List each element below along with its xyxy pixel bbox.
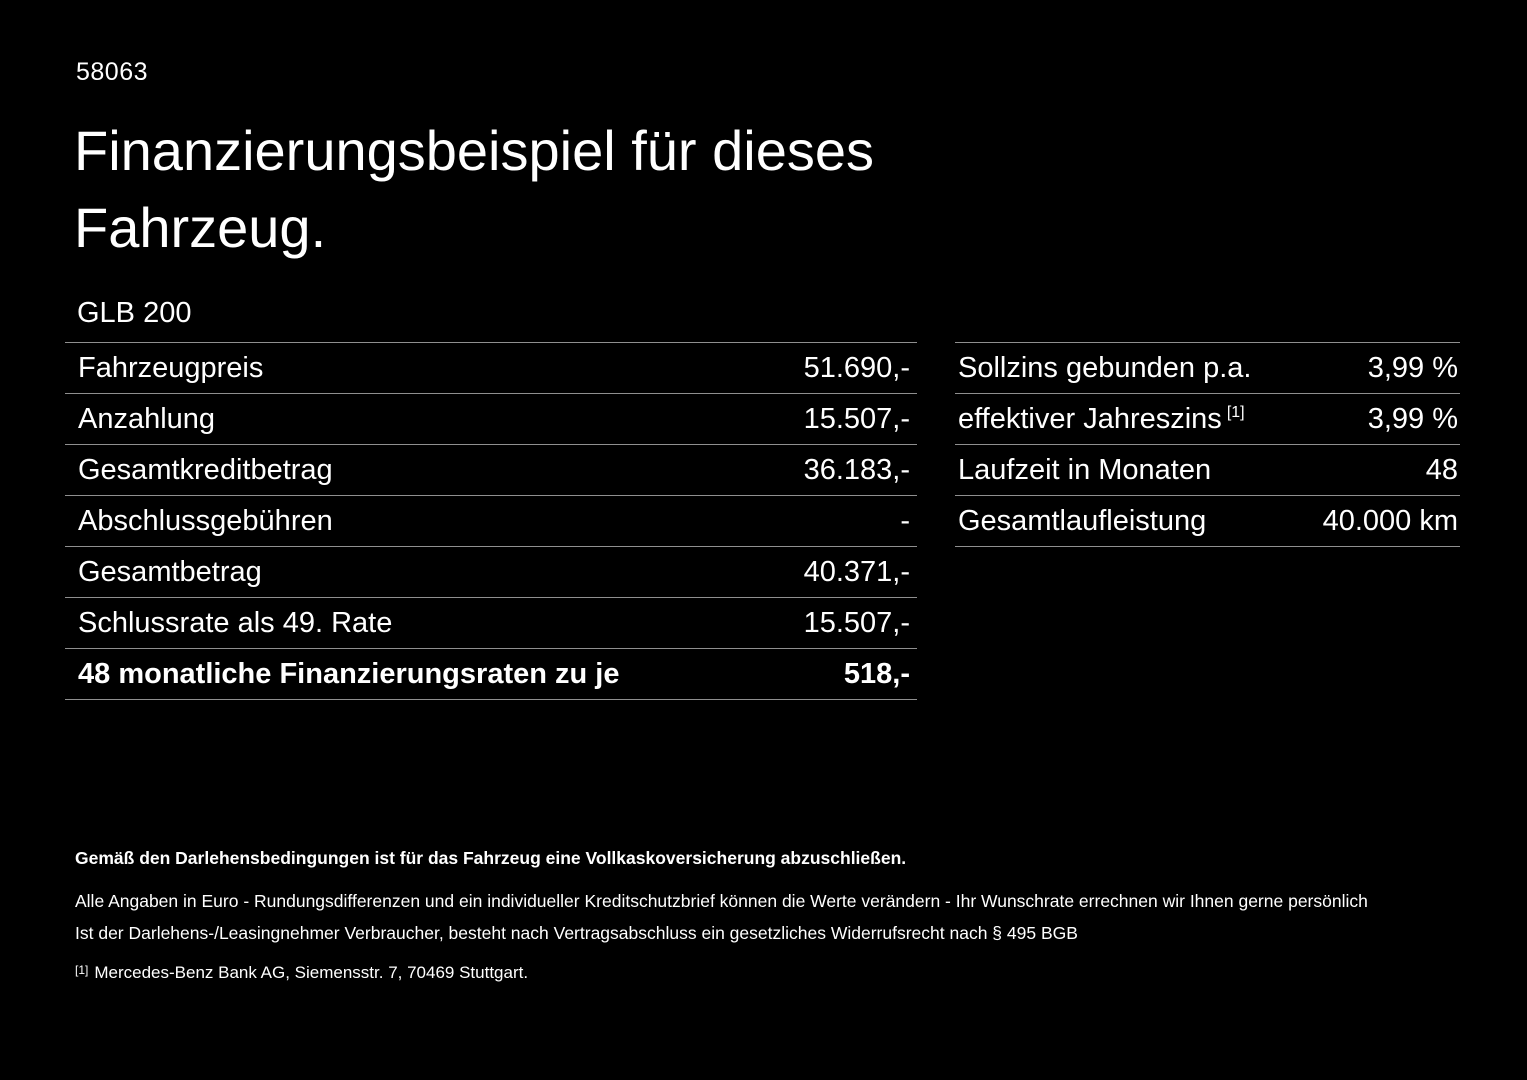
footnotes-section: Gemäß den Darlehensbedingungen ist für d… xyxy=(75,848,1435,983)
table-row: effektiver Jahreszins [1] 3,99 % xyxy=(955,394,1460,445)
bank-reference: [1] Mercedes-Benz Bank AG, Siemensstr. 7,… xyxy=(75,963,1435,983)
row-label: Anzahlung xyxy=(78,402,216,435)
row-value: 3,99 % xyxy=(1367,351,1458,384)
footnote-marker: [1] xyxy=(1226,403,1245,421)
row-label: Gesamtkreditbetrag xyxy=(78,453,333,486)
model-name: GLB 200 xyxy=(77,297,192,329)
table-row: Anzahlung 15.507,- xyxy=(65,394,917,445)
row-label: effektiver Jahreszins [1] xyxy=(958,403,1245,436)
row-value: 48 xyxy=(1425,453,1458,486)
table-row: Laufzeit in Monaten 48 xyxy=(955,445,1460,496)
row-label: Gesamtbetrag xyxy=(78,555,262,588)
table-row: Gesamtkreditbetrag 36.183,- xyxy=(65,445,917,496)
row-value: 518,- xyxy=(843,657,910,690)
euro-note: Alle Angaben in Euro - Rundungsdifferenz… xyxy=(75,891,1368,911)
row-label: Abschlussgebühren xyxy=(78,504,333,537)
financing-table-right: Sollzins gebunden p.a. 3,99 % effektiver… xyxy=(955,342,1460,547)
row-label: Gesamtlaufleistung xyxy=(958,504,1207,537)
row-value: 51.690,- xyxy=(803,351,910,384)
table-row: Fahrzeugpreis 51.690,- xyxy=(65,343,917,394)
table-row: Gesamtlaufleistung 40.000 km xyxy=(955,496,1460,547)
row-label: Fahrzeugpreis xyxy=(78,351,264,384)
footnote-marker: [1] xyxy=(75,963,89,977)
table-row: Sollzins gebunden p.a. 3,99 % xyxy=(955,343,1460,394)
bank-reference-text: Mercedes-Benz Bank AG, Siemensstr. 7, 70… xyxy=(94,963,529,982)
row-label: Sollzins gebunden p.a. xyxy=(958,351,1252,384)
row-label: 48 monatliche Finanzierungsraten zu je xyxy=(78,657,620,690)
row-value: 40.371,- xyxy=(803,555,910,588)
table-row: Abschlussgebühren - xyxy=(65,496,917,547)
financing-table-left: Fahrzeugpreis 51.690,- Anzahlung 15.507,… xyxy=(65,342,917,700)
row-value: 40.000 km xyxy=(1322,504,1458,537)
row-label: Schlussrate als 49. Rate xyxy=(78,606,393,639)
vehicle-id: 58063 xyxy=(76,58,149,86)
row-value: - xyxy=(900,504,910,537)
table-row-monthly-rate: 48 monatliche Finanzierungsraten zu je 5… xyxy=(65,649,917,700)
row-label: Laufzeit in Monaten xyxy=(958,453,1212,486)
insurance-note: Gemäß den Darlehensbedingungen ist für d… xyxy=(75,848,907,868)
page-title: Finanzierungsbeispiel für dieses Fahrzeu… xyxy=(74,119,874,260)
row-label-text: effektiver Jahreszins xyxy=(958,402,1222,435)
withdrawal-note: Ist der Darlehens-/Leasingnehmer Verbrau… xyxy=(75,923,1078,943)
row-value: 15.507,- xyxy=(803,402,910,435)
table-row: Gesamtbetrag 40.371,- xyxy=(65,547,917,598)
table-row: Schlussrate als 49. Rate 15.507,- xyxy=(65,598,917,649)
row-value: 15.507,- xyxy=(803,606,910,639)
row-value: 3,99 % xyxy=(1367,402,1458,435)
row-value: 36.183,- xyxy=(803,453,910,486)
